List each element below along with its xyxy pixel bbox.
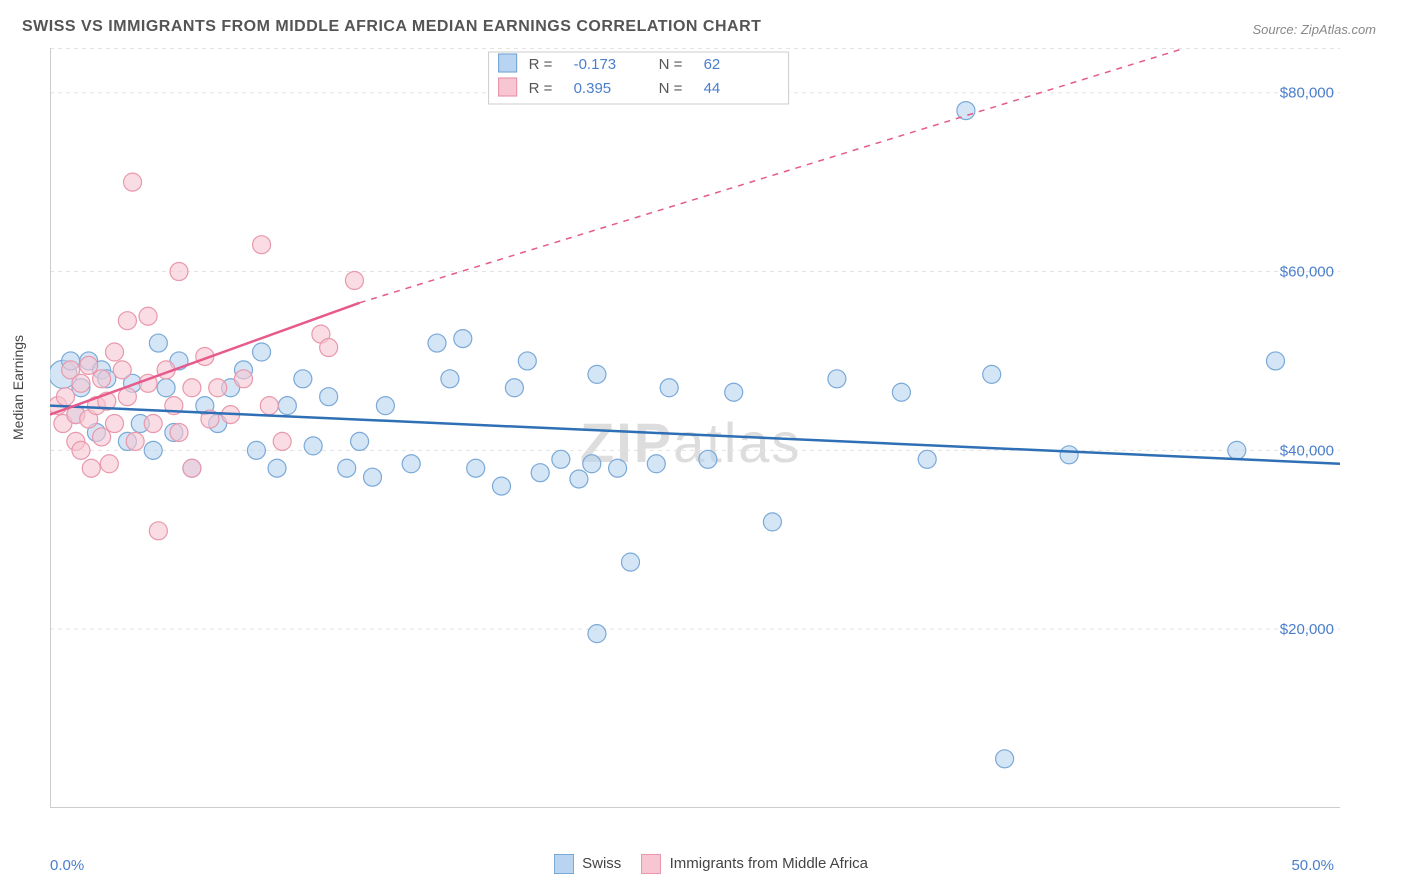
svg-text:62: 62 bbox=[704, 56, 721, 73]
source-label: Source: ZipAtlas.com bbox=[1252, 22, 1376, 37]
svg-text:-0.173: -0.173 bbox=[574, 56, 617, 73]
svg-text:$80,000: $80,000 bbox=[1280, 85, 1334, 102]
legend-swatch-middle-africa bbox=[641, 854, 661, 874]
svg-text:44: 44 bbox=[704, 80, 721, 97]
svg-text:N =: N = bbox=[659, 80, 683, 97]
chart-container: SWISS VS IMMIGRANTS FROM MIDDLE AFRICA M… bbox=[0, 0, 1406, 892]
svg-text:N =: N = bbox=[659, 56, 683, 73]
svg-text:$40,000: $40,000 bbox=[1280, 442, 1334, 459]
svg-text:R =: R = bbox=[529, 56, 553, 73]
legend-label-swiss: Swiss bbox=[582, 855, 621, 872]
chart-title: SWISS VS IMMIGRANTS FROM MIDDLE AFRICA M… bbox=[22, 18, 761, 36]
svg-text:$20,000: $20,000 bbox=[1280, 621, 1334, 638]
legend-swatch-swiss bbox=[554, 854, 574, 874]
svg-text:R =: R = bbox=[529, 80, 553, 97]
bottom-legend: Swiss Immigrants from Middle Africa bbox=[0, 854, 1406, 874]
scatter-plot: $20,000 $40,000 $60,000 $80,000 R = -0.173 N =… bbox=[50, 48, 1340, 808]
svg-text:$60,000: $60,000 bbox=[1280, 264, 1334, 281]
svg-text:0.395: 0.395 bbox=[574, 80, 612, 97]
y-axis-label: Median Earnings bbox=[10, 335, 26, 440]
legend-label-middle-africa: Immigrants from Middle Africa bbox=[670, 855, 868, 872]
